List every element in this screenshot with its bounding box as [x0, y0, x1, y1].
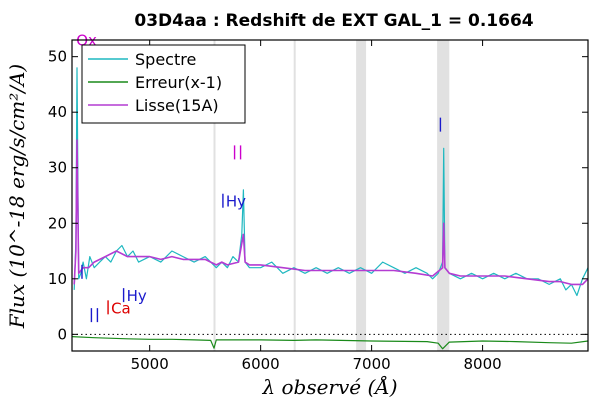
line-marker-label-4: Hy [127, 287, 147, 305]
legend-label-1: Erreur(x-1) [135, 73, 222, 92]
y-axis-label: Flux (10^-18 erg/s/cm²/A) [5, 64, 29, 329]
x-tick-label-0: 5000 [131, 355, 169, 373]
chart-title: 03D4aa : Redshift de EXT GAL_1 = 0.1664 [134, 11, 533, 31]
y-tick-label-3: 30 [48, 159, 67, 177]
telluric-band-0 [213, 40, 216, 351]
y-tick-label-5: 50 [48, 48, 67, 66]
y-tick-label-0: 0 [57, 325, 67, 343]
x-tick-label-3: 8000 [463, 355, 501, 373]
legend-box [81, 44, 246, 124]
legend-items: Spectre Erreur(x-1) Lisse(15A) [88, 50, 222, 115]
series-line-1 [71, 336, 589, 350]
axis-ticks: 5000 6000 7000 8000 0 10 20 30 40 50 [48, 40, 588, 373]
telluric-bands [213, 40, 450, 351]
series-line-2 [73, 139, 589, 286]
legend: Spectre Erreur(x-1) Lisse(15A) [81, 44, 246, 124]
x-axis-label: λ observé (Å) [261, 374, 397, 399]
plot-frame [71, 39, 589, 352]
telluric-band-2 [356, 40, 367, 351]
telluric-band-1 [293, 40, 296, 351]
y-tick-label-1: 10 [48, 270, 67, 288]
line-marker-label-5: Hy [226, 193, 246, 211]
legend-label-0: Spectre [135, 50, 196, 69]
x-tick-label-2: 7000 [353, 355, 391, 373]
x-tick-label-1: 6000 [242, 355, 280, 373]
series-layer [71, 67, 589, 350]
line-marker-label-3: Ca [111, 299, 131, 317]
y-tick-label-2: 20 [48, 214, 67, 232]
y-tick-label-4: 40 [48, 103, 67, 121]
legend-label-2: Lisse(15A) [135, 96, 219, 115]
